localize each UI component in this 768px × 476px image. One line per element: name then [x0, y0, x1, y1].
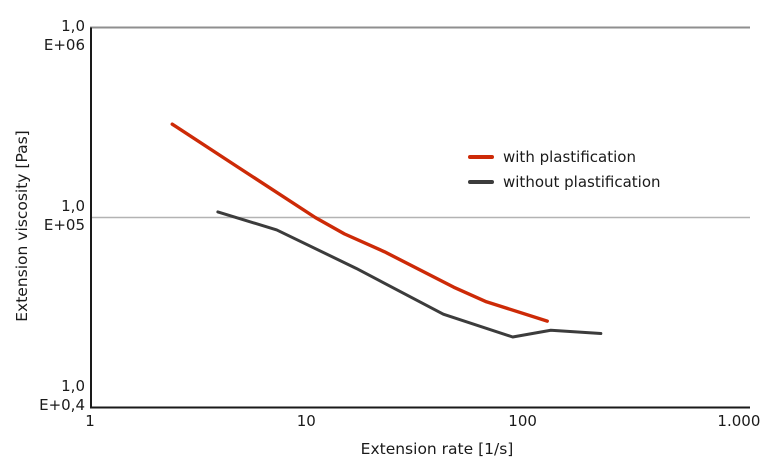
y-axis-title: Extension viscosity [Pas] [13, 130, 31, 322]
x-tick-label: 10 [296, 412, 316, 430]
x-axis-title: Extension rate [1/s] [360, 440, 514, 458]
x-tick-label: 100 [508, 412, 537, 430]
series-line-with-plastification [170, 122, 549, 323]
legend-swatch-without-plastification [468, 180, 494, 184]
y-tick-label: 1,0 E+06 [44, 17, 85, 55]
y-tick-label-mantissa: 1,0 [61, 197, 85, 215]
legend-label: with plastification [503, 148, 636, 166]
y-tick-label-mantissa: 1,0 [61, 17, 85, 35]
series-line-without-plastification [216, 210, 603, 339]
y-tick-label: 1,0 E+05 [44, 197, 85, 235]
y-tick-label: 1,0 E+0,4 [39, 377, 85, 415]
legend-label: without plastification [503, 173, 661, 191]
y-tick-label-mantissa: 1,0 [61, 377, 85, 395]
y-tick-label-exponent: E+05 [43, 216, 85, 234]
x-tick-label: 1.000 [717, 412, 761, 430]
legend-item-without-plastification: without plastification [468, 172, 661, 192]
legend-swatch-with-plastification [468, 155, 494, 159]
y-tick-label-exponent: E+0,4 [39, 396, 85, 414]
legend: with plastification without plastificati… [468, 147, 661, 197]
y-tick-label-exponent: E+06 [43, 36, 85, 54]
legend-item-with-plastification: with plastification [468, 147, 661, 167]
x-tick-label: 1 [85, 412, 95, 430]
